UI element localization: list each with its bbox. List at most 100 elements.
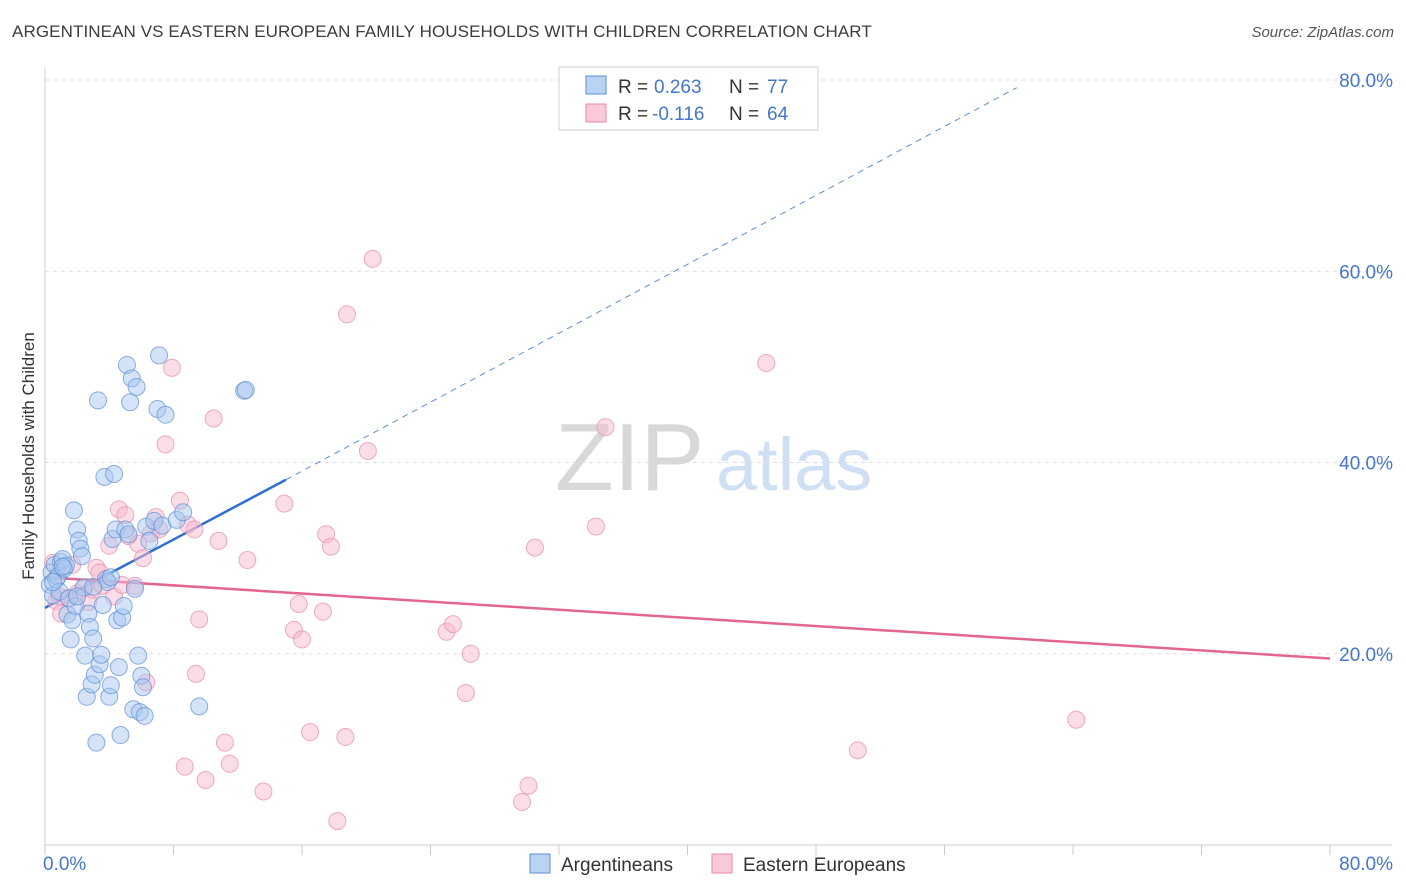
point-argentineans-53 — [125, 579, 144, 598]
point-eastern-europeans-35 — [204, 409, 223, 428]
point-eastern-europeans-53 — [363, 249, 382, 268]
point-argentineans-20 — [72, 547, 91, 566]
point-eastern-europeans-63 — [757, 354, 776, 373]
point-eastern-europeans-38 — [220, 754, 239, 773]
point-eastern-europeans-59 — [519, 776, 538, 795]
point-eastern-europeans-61 — [586, 517, 605, 536]
point-argentineans-27 — [84, 629, 103, 648]
series-legend: Argentineans Eastern Europeans — [529, 853, 906, 876]
point-eastern-europeans-62 — [596, 418, 615, 437]
stats-n-value-blue: 77 — [767, 77, 788, 98]
point-argentineans-54 — [127, 377, 146, 396]
point-argentineans-40 — [105, 464, 124, 483]
point-argentineans-69 — [190, 697, 209, 716]
point-argentineans-72 — [53, 557, 72, 576]
stats-r-label-blue: R = — [618, 77, 648, 98]
x-tick-label-max: 80.0% — [1339, 854, 1393, 875]
point-eastern-europeans-21 — [133, 549, 152, 568]
point-eastern-europeans-65 — [1067, 710, 1086, 729]
point-argentineans-64 — [150, 346, 169, 365]
point-eastern-europeans-45 — [301, 723, 320, 742]
point-eastern-europeans-34 — [196, 770, 215, 789]
point-eastern-europeans-49 — [328, 812, 347, 831]
legend-swatch-argentineans — [529, 853, 551, 874]
point-argentineans-76 — [101, 568, 120, 587]
stats-n-label-pink: N = — [729, 104, 759, 125]
x-tick-label-min: 0.0% — [43, 854, 86, 875]
point-eastern-europeans-51 — [337, 305, 356, 324]
y-tick-label-20: 20.0% — [1339, 645, 1393, 666]
stats-n-value-pink: 64 — [767, 104, 789, 125]
trend-lines — [44, 87, 1331, 660]
point-argentineans-61 — [140, 531, 159, 550]
chart-title: ARGENTINEAN VS EASTERN EUROPEAN FAMILY H… — [12, 22, 872, 41]
grid-lines — [45, 79, 1392, 655]
watermark-atlas: atlas — [716, 423, 872, 506]
stats-n-label-blue: N = — [729, 77, 759, 98]
point-eastern-europeans-48 — [321, 537, 340, 556]
point-eastern-europeans-46 — [313, 602, 332, 621]
point-eastern-europeans-43 — [289, 595, 308, 614]
point-argentineans-13 — [61, 630, 80, 649]
point-argentineans-74 — [68, 587, 87, 606]
point-eastern-europeans-40 — [254, 782, 273, 801]
legend-swatch-eastern-europeans — [711, 853, 733, 874]
point-argentineans-38 — [101, 676, 120, 695]
point-argentineans-55 — [129, 646, 148, 665]
point-argentineans-30 — [89, 391, 108, 410]
point-argentineans-68 — [174, 503, 193, 522]
point-argentineans-59 — [135, 706, 154, 725]
y-tick-label-60: 60.0% — [1339, 262, 1393, 283]
stats-r-value-pink: -0.116 — [652, 104, 704, 125]
point-argentineans-58 — [133, 678, 152, 697]
stats-legend: R = 0.263 N = 77 R = -0.116 N = 64 — [558, 66, 819, 131]
point-eastern-europeans-50 — [336, 727, 355, 746]
point-eastern-europeans-41 — [275, 494, 294, 513]
point-eastern-europeans-56 — [456, 683, 475, 702]
point-argentineans-49 — [119, 525, 138, 544]
y-axis-label: Family Households with Children — [19, 332, 38, 580]
point-argentineans-73 — [44, 573, 63, 592]
stats-r-label-pink: R = — [618, 104, 648, 125]
point-argentineans-33 — [93, 595, 112, 614]
point-eastern-europeans-37 — [215, 733, 234, 752]
data-points — [40, 249, 1086, 831]
point-argentineans-44 — [111, 726, 130, 745]
point-eastern-europeans-52 — [358, 442, 377, 461]
point-argentineans-75 — [84, 577, 103, 596]
point-eastern-europeans-57 — [461, 644, 480, 663]
stats-r-value-blue: 0.263 — [654, 77, 702, 98]
point-argentineans-50 — [121, 393, 140, 412]
point-eastern-europeans-64 — [848, 741, 867, 760]
point-argentineans-66 — [156, 405, 175, 424]
point-argentineans-29 — [87, 733, 106, 752]
source-label: Source: ZipAtlas.com — [1251, 24, 1394, 41]
point-eastern-europeans-39 — [238, 551, 257, 570]
point-argentineans-32 — [92, 645, 111, 664]
axes — [44, 68, 1392, 855]
legend-label-eastern-europeans: Eastern Europeans — [743, 855, 906, 876]
point-argentineans-15 — [64, 501, 83, 520]
point-argentineans-46 — [114, 596, 133, 615]
tick-labels: 20.0% 40.0% 60.0% 80.0% 0.0% 80.0% — [43, 71, 1393, 875]
point-eastern-europeans-36 — [209, 531, 228, 550]
legend-label-argentineans: Argentineans — [561, 855, 673, 876]
point-eastern-europeans-55 — [443, 615, 462, 634]
point-eastern-europeans-27 — [162, 358, 181, 377]
stats-legend-swatch-blue — [585, 75, 607, 95]
point-eastern-europeans-30 — [175, 757, 194, 776]
y-tick-label-80: 80.0% — [1339, 71, 1393, 92]
point-argentineans-71 — [236, 380, 255, 399]
point-eastern-europeans-60 — [525, 538, 544, 557]
point-eastern-europeans-26 — [156, 435, 175, 454]
point-eastern-europeans-31 — [185, 520, 204, 539]
trend-line-eastern-europeans — [44, 576, 1331, 660]
point-eastern-europeans-44 — [293, 630, 311, 649]
point-eastern-europeans-32 — [190, 610, 209, 629]
point-eastern-europeans-58 — [513, 792, 532, 811]
point-argentineans-43 — [109, 658, 128, 677]
stats-legend-swatch-pink — [585, 103, 607, 123]
point-eastern-europeans-33 — [186, 664, 205, 683]
y-tick-label-40: 40.0% — [1339, 454, 1393, 475]
